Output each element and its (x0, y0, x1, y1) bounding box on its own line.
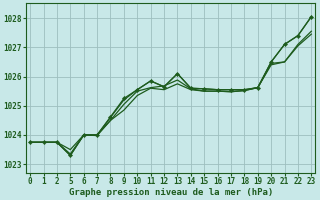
X-axis label: Graphe pression niveau de la mer (hPa): Graphe pression niveau de la mer (hPa) (68, 188, 273, 197)
